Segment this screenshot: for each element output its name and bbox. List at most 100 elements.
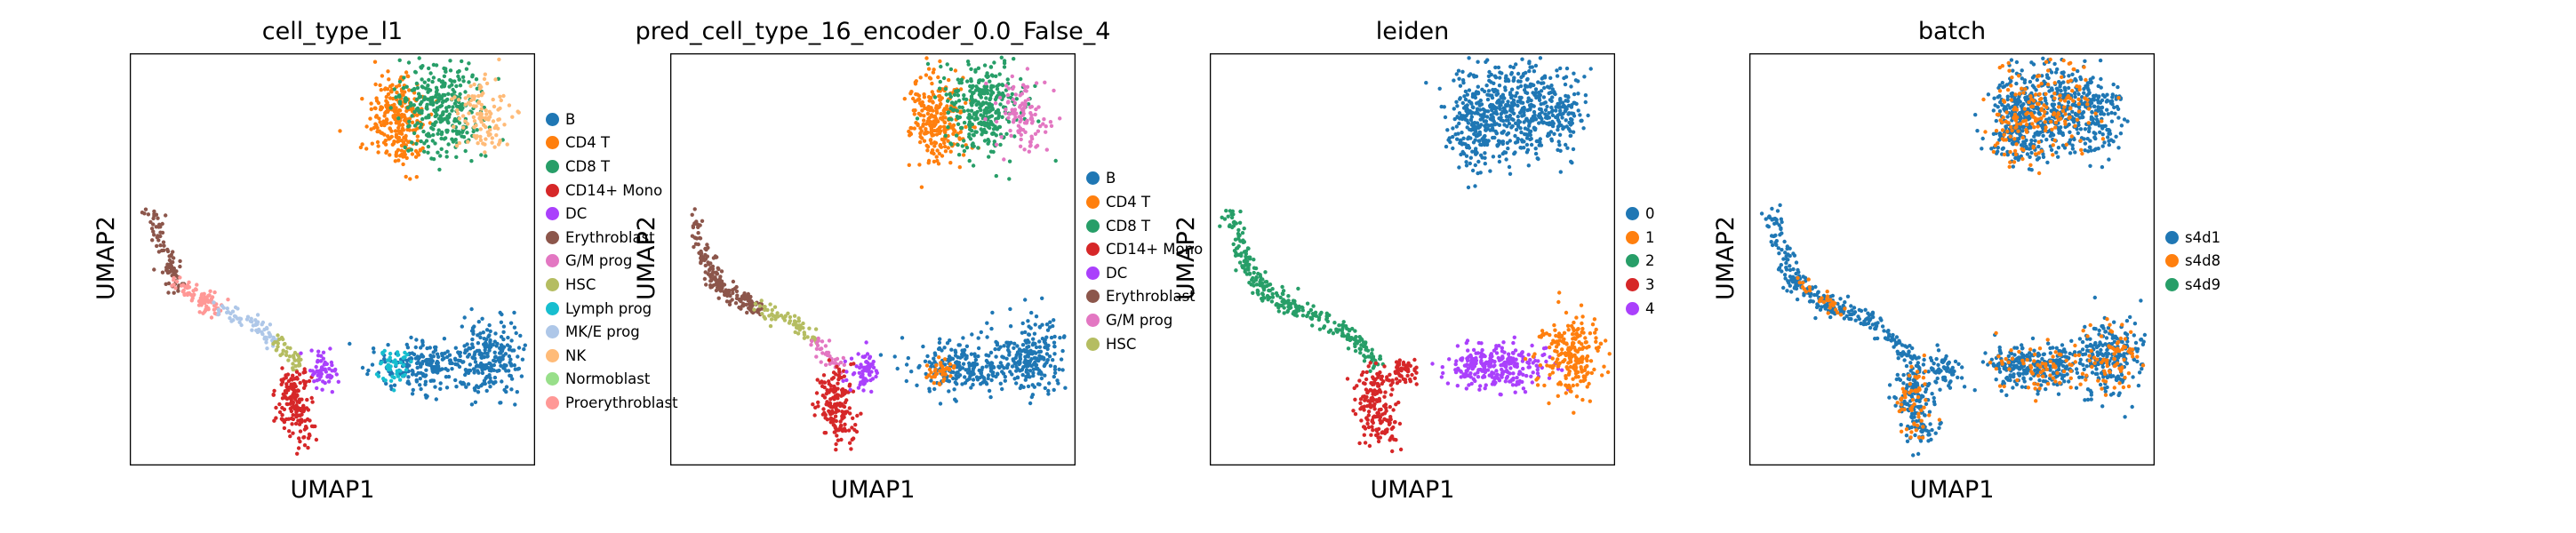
scatter-point bbox=[1516, 115, 1520, 119]
scatter-point bbox=[286, 378, 292, 384]
scatter-point bbox=[412, 103, 416, 107]
scatter-point bbox=[1494, 92, 1499, 97]
scatter-point bbox=[376, 374, 381, 378]
scatter-point bbox=[1370, 399, 1375, 403]
scatter-point bbox=[704, 247, 708, 252]
scatter-point bbox=[862, 381, 867, 386]
scatter-point bbox=[1484, 119, 1489, 123]
scatter-point bbox=[807, 326, 812, 330]
scatter-point bbox=[1570, 332, 1575, 337]
scatter-point bbox=[420, 77, 424, 82]
scatter-point bbox=[299, 351, 303, 355]
scatter-point bbox=[306, 436, 311, 441]
scatter-point bbox=[1580, 370, 1584, 374]
scatter-point bbox=[1002, 59, 1007, 63]
scatter-point bbox=[1521, 366, 1525, 371]
scatter-point bbox=[1366, 364, 1371, 369]
scatter-point bbox=[484, 365, 488, 370]
scatter-point bbox=[1466, 121, 1471, 125]
scatter-point bbox=[1245, 246, 1251, 251]
scatter-point bbox=[1048, 120, 1053, 124]
scatter-point bbox=[1455, 104, 1460, 108]
scatter-point bbox=[999, 55, 1004, 60]
scatter-point bbox=[401, 155, 405, 159]
scatter-point bbox=[939, 369, 944, 373]
scatter-point bbox=[1252, 270, 1256, 275]
scatter-point bbox=[762, 305, 766, 309]
scatter-point bbox=[433, 94, 438, 99]
scatter-point bbox=[1414, 370, 1419, 375]
scatter-point bbox=[262, 327, 267, 332]
scatter-point bbox=[919, 185, 924, 189]
scatter-point bbox=[940, 137, 945, 142]
legend-item: DC bbox=[546, 202, 678, 226]
scatter-point bbox=[948, 161, 953, 165]
scatter-point bbox=[939, 361, 943, 365]
scatter-point bbox=[435, 360, 440, 365]
scatter-point bbox=[980, 132, 984, 137]
scatter-point bbox=[463, 102, 468, 107]
scatter-point bbox=[859, 362, 863, 367]
scatter-point bbox=[839, 437, 844, 442]
scatter-point bbox=[426, 150, 430, 155]
scatter-point bbox=[956, 93, 961, 98]
scatter-point bbox=[201, 311, 205, 315]
scatter-point bbox=[206, 293, 211, 298]
scatter-point bbox=[1544, 359, 1548, 364]
scatter-point bbox=[1538, 56, 1543, 60]
scatter-point bbox=[938, 79, 942, 84]
scatter-point bbox=[1285, 309, 1290, 314]
legend-item: DC bbox=[1086, 261, 1203, 285]
scatter-point bbox=[994, 173, 998, 179]
scatter-point bbox=[365, 371, 370, 377]
scatter-point bbox=[1036, 382, 1041, 386]
scatter-point bbox=[1231, 242, 1236, 247]
scatter-point bbox=[823, 362, 828, 367]
scatter-point bbox=[1052, 374, 1056, 379]
scatter-point bbox=[708, 279, 713, 283]
scatter-point bbox=[1242, 240, 1246, 244]
scatter-point bbox=[1233, 253, 1238, 258]
scatter-point bbox=[394, 152, 398, 157]
scatter-point bbox=[851, 372, 856, 377]
scatter-point bbox=[422, 373, 427, 378]
scatter-point bbox=[926, 67, 932, 71]
scatter-point bbox=[1034, 81, 1039, 85]
scatter-point bbox=[953, 397, 957, 402]
scatter-point bbox=[452, 119, 457, 123]
scatter-point bbox=[1499, 103, 1503, 107]
scatter-point bbox=[1037, 339, 1042, 344]
scatter-point bbox=[690, 212, 694, 217]
scatter-point bbox=[1464, 163, 1469, 168]
scatter-point bbox=[450, 92, 454, 97]
scatter-point bbox=[1531, 118, 1535, 123]
scatter-point bbox=[933, 353, 938, 357]
scatter-point bbox=[431, 354, 436, 359]
scatter-point bbox=[1473, 378, 1477, 384]
scatter-point bbox=[1502, 150, 1507, 155]
scatter-point bbox=[1389, 434, 1395, 439]
scatter-point bbox=[1305, 301, 1310, 306]
scatter-point bbox=[482, 76, 487, 82]
scatter-point bbox=[488, 338, 492, 343]
scatter-point bbox=[864, 360, 868, 364]
scatter-point bbox=[1473, 163, 1477, 168]
scatter-point bbox=[289, 409, 294, 414]
scatter-point bbox=[1002, 157, 1006, 162]
umap-plot-area bbox=[1210, 53, 1615, 465]
scatter-point bbox=[1509, 125, 1514, 130]
scatter-point bbox=[1424, 81, 1428, 85]
scatter-point bbox=[1530, 65, 1534, 69]
legend-item: Erythroblast bbox=[1086, 285, 1203, 309]
scatter-point bbox=[295, 377, 300, 381]
scatter-point bbox=[272, 388, 276, 394]
scatter-point bbox=[1014, 369, 1019, 373]
scatter-point bbox=[1246, 267, 1251, 272]
scatter-point bbox=[1566, 328, 1571, 332]
umap-plot-area bbox=[130, 53, 535, 465]
scatter-point bbox=[1468, 127, 1472, 131]
scatter-point bbox=[291, 373, 295, 378]
scatter-point bbox=[438, 154, 443, 158]
scatter-point bbox=[470, 75, 475, 79]
scatter-point bbox=[386, 109, 390, 114]
